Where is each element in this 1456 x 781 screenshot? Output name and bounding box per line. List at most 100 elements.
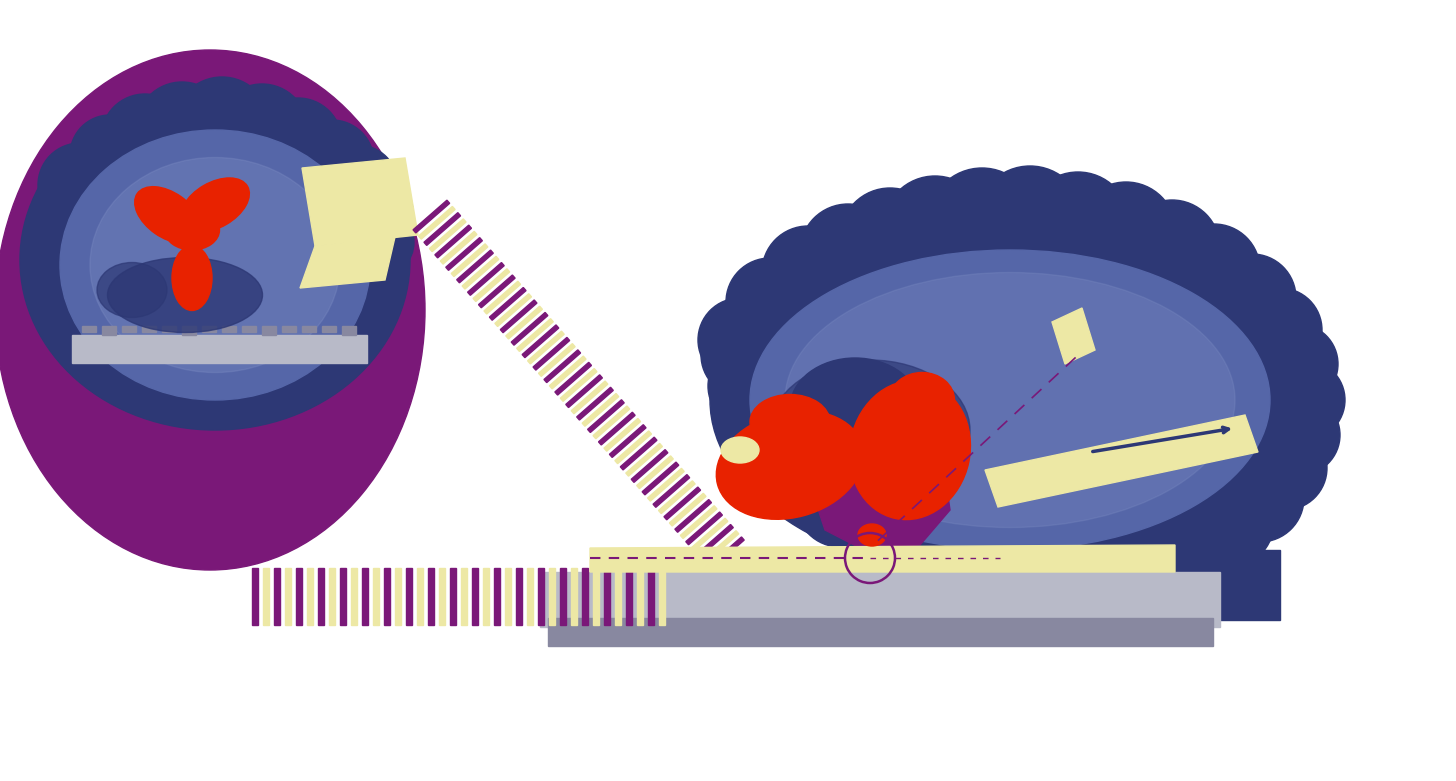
Bar [221,326,236,332]
Circle shape [727,258,814,346]
Polygon shape [462,256,499,289]
Bar [638,568,642,625]
Circle shape [831,479,925,571]
Circle shape [215,84,309,176]
Polygon shape [414,200,450,233]
Polygon shape [604,419,641,451]
Polygon shape [614,431,651,464]
Polygon shape [697,525,734,557]
Circle shape [1208,254,1296,342]
Polygon shape [517,319,553,351]
Polygon shape [610,425,646,458]
Polygon shape [593,406,629,439]
Circle shape [135,307,221,393]
Ellipse shape [0,50,425,570]
Circle shape [60,264,137,342]
Circle shape [721,376,805,460]
Bar [351,568,357,625]
Bar [274,568,280,625]
Circle shape [266,296,349,380]
Ellipse shape [849,380,971,519]
Polygon shape [545,350,581,383]
Circle shape [1258,324,1338,404]
Circle shape [317,262,393,338]
Polygon shape [300,237,395,288]
Bar [614,568,620,625]
Circle shape [1144,493,1239,587]
Bar [182,326,197,335]
Bar [593,568,598,625]
Ellipse shape [791,358,920,458]
Polygon shape [457,250,494,283]
Bar [162,326,176,332]
Polygon shape [301,158,418,246]
Circle shape [80,285,160,365]
Polygon shape [702,531,738,563]
Polygon shape [527,331,565,364]
Polygon shape [664,487,700,520]
Bar [252,568,258,625]
Bar [296,568,301,625]
Circle shape [317,145,397,225]
Polygon shape [680,506,716,539]
Circle shape [919,504,1016,602]
Polygon shape [692,519,728,551]
Bar [102,326,116,335]
Polygon shape [440,231,478,264]
Bar [604,568,610,625]
Ellipse shape [98,262,167,318]
Polygon shape [495,294,531,326]
Polygon shape [473,269,510,301]
Circle shape [1182,476,1274,568]
Bar [505,568,511,625]
Polygon shape [626,444,662,476]
Bar [282,326,296,332]
Polygon shape [505,306,543,339]
Bar [571,568,577,625]
Circle shape [700,313,785,397]
Ellipse shape [785,273,1235,527]
Circle shape [976,166,1085,274]
Ellipse shape [721,437,759,463]
Bar [440,568,444,625]
Ellipse shape [750,250,1270,550]
Polygon shape [435,225,472,258]
Polygon shape [676,500,712,533]
Ellipse shape [20,90,411,430]
Circle shape [234,305,320,391]
Bar [660,568,664,625]
Circle shape [796,459,884,547]
Ellipse shape [890,373,955,427]
Bar [406,568,412,625]
Circle shape [1076,182,1176,282]
Circle shape [840,188,941,288]
Circle shape [1026,172,1130,276]
Bar [342,326,357,335]
Polygon shape [483,281,521,314]
Bar [582,568,588,625]
Polygon shape [636,456,673,489]
Circle shape [927,168,1037,276]
Polygon shape [670,494,706,526]
Bar [71,335,367,363]
Polygon shape [555,362,591,395]
Bar [561,568,565,625]
Circle shape [175,77,269,173]
Bar [307,568,313,625]
Bar [322,326,336,332]
Circle shape [336,174,414,250]
Bar [416,568,422,625]
Circle shape [38,143,122,227]
Polygon shape [590,545,1175,572]
Polygon shape [451,244,488,276]
Ellipse shape [172,245,213,311]
Polygon shape [489,287,526,320]
Bar [301,326,316,332]
Polygon shape [539,344,575,376]
Ellipse shape [135,187,201,244]
Bar [285,568,291,625]
Polygon shape [1053,308,1095,364]
Circle shape [290,120,374,204]
Circle shape [333,236,406,308]
Bar [122,326,135,332]
